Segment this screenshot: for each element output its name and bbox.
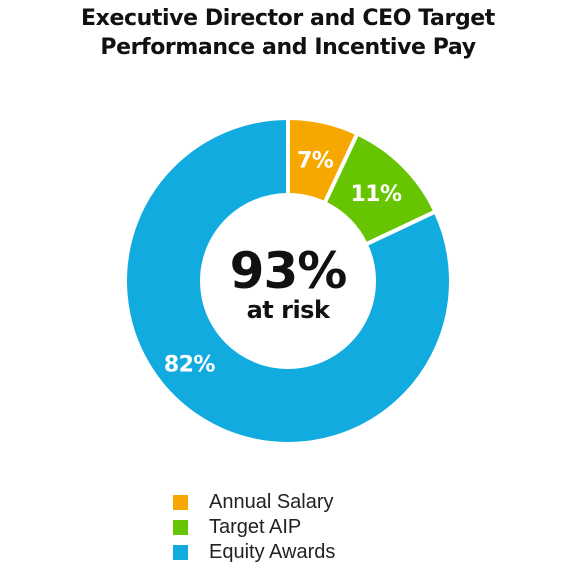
center-caption: at risk: [247, 296, 331, 324]
legend: Annual Salary Target AIP Equity Awards: [173, 490, 335, 565]
slice-label-annual-salary: 7%: [297, 148, 334, 173]
chart-title-line-1: Executive Director and CEO Target: [81, 6, 495, 31]
legend-label-equity-awards: Equity Awards: [209, 541, 336, 563]
legend-item-target-aip: Target AIP: [173, 515, 335, 540]
legend-label-annual-salary: Annual Salary: [209, 491, 334, 513]
chart-title-line-2: Performance and Incentive Pay: [100, 35, 476, 60]
slice-label-target-aip: 11%: [350, 182, 402, 207]
center-value: 93%: [230, 242, 347, 300]
slice-equity-awards: [123, 115, 453, 446]
legend-item-equity-awards: Equity Awards: [173, 540, 335, 565]
legend-label-target-aip: Target AIP: [209, 516, 302, 538]
slice-label-equity-awards: 82%: [164, 352, 216, 377]
legend-swatch-annual-salary: [173, 495, 188, 510]
chart-title: Executive Director and CEO Target Perfor…: [0, 4, 576, 62]
donut-slice-labels: 7% 11% 82%: [164, 148, 403, 377]
legend-swatch-target-aip: [173, 520, 188, 535]
legend-swatch-equity-awards: [173, 545, 188, 560]
donut-slices: [123, 115, 453, 446]
legend-item-annual-salary: Annual Salary: [173, 490, 335, 515]
